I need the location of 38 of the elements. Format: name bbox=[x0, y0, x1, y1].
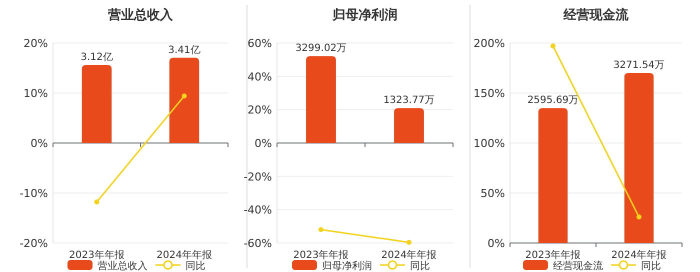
x-tick-label: 2023年年报 bbox=[293, 249, 349, 261]
data-label: 1323.77万 bbox=[383, 95, 435, 106]
y-tick-label: -20% bbox=[20, 237, 48, 250]
chart-title: 营业总收入 bbox=[107, 7, 174, 23]
y-tick-label: -60% bbox=[244, 237, 272, 250]
y-tick-label: 150% bbox=[474, 87, 505, 100]
y-tick-label: 50% bbox=[480, 187, 505, 200]
legend-label: 同比 bbox=[641, 260, 661, 272]
y-tick-label: 20% bbox=[248, 104, 272, 117]
chart-title: 归母净利润 bbox=[332, 7, 398, 23]
data-label: 3.12亿 bbox=[80, 52, 113, 63]
x-tick-label: 2023年年报 bbox=[525, 249, 581, 261]
y-tick-label: 100% bbox=[474, 137, 505, 150]
data-label: 2595.69万 bbox=[527, 95, 579, 106]
chart-title: 经营现金流 bbox=[562, 7, 630, 23]
y-tick-label: 40% bbox=[248, 70, 272, 84]
legend-label: 经营现金流 bbox=[553, 260, 603, 272]
y-tick-label: 200% bbox=[474, 37, 505, 50]
legend-label: 营业总收入 bbox=[98, 260, 148, 272]
y-tick-label: 60% bbox=[248, 37, 272, 50]
data-label: 3299.02万 bbox=[295, 43, 347, 54]
data-label: 3271.54万 bbox=[613, 60, 665, 72]
y-tick-label: 0% bbox=[488, 237, 505, 250]
y-tick-label: 20% bbox=[24, 37, 48, 50]
x-tick-label: 2024年年报 bbox=[381, 249, 437, 261]
y-tick-label: 0% bbox=[30, 137, 48, 150]
x-tick-label: 2023年年报 bbox=[69, 249, 124, 261]
legend-label: 归母净利润 bbox=[322, 260, 372, 272]
x-tick-label: 2024年年报 bbox=[156, 249, 212, 261]
y-tick-label: -20% bbox=[244, 170, 272, 184]
x-tick-label: 2024年年报 bbox=[611, 249, 667, 261]
legend-label: 同比 bbox=[186, 260, 206, 272]
y-tick-label: -10% bbox=[20, 187, 48, 200]
y-tick-label: -40% bbox=[244, 204, 272, 217]
y-tick-label: 10% bbox=[24, 87, 48, 100]
data-label: 3.41亿 bbox=[168, 44, 200, 56]
legend-label: 同比 bbox=[410, 260, 430, 272]
y-tick-label: 0% bbox=[254, 137, 272, 150]
